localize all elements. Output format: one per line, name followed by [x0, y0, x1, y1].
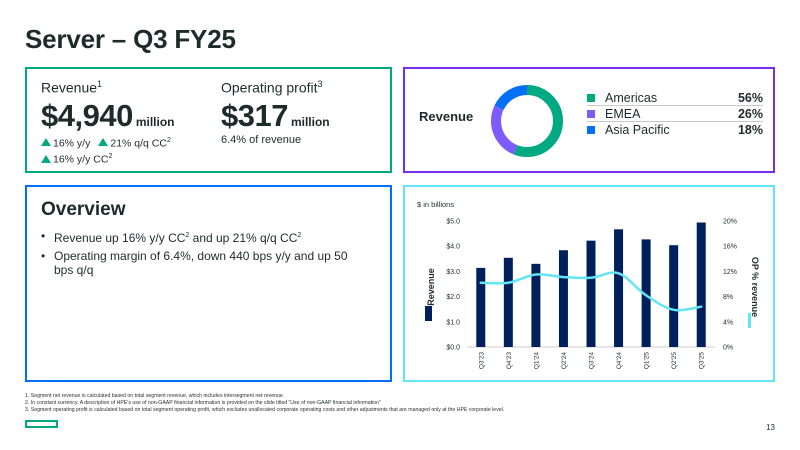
x-tick-label: Q3'23 [478, 352, 485, 370]
op-margin-line [479, 271, 703, 312]
legend-name: Asia Pacific [605, 123, 670, 137]
revenue-bar [558, 250, 568, 347]
legend-pct: 18% [737, 123, 763, 137]
x-tick-label: Q4'23 [506, 352, 513, 370]
up-triangle-icon [41, 154, 51, 163]
footnotes: 1. Segment net revenue is calculated bas… [25, 393, 504, 414]
x-tick-label: Q1'24 [533, 352, 540, 370]
op-profit-note: 6.4% of revenue [221, 133, 302, 146]
right-tick-label: 12% [723, 269, 737, 276]
left-tick-label: $3.0 [446, 269, 460, 276]
legend-row-emea: EMEA 26% [587, 107, 763, 122]
revenue-bar [614, 229, 624, 347]
financials-panel: Revenue1 $4,940 million 16% y/y 21% q/q CC… [25, 67, 392, 173]
revenue-op-combo-chart: $ in billions Revenue OP % revenue $0.0$… [417, 200, 760, 370]
overview-panel: Overview Revenue up 16% y/y CC2 and up 2… [25, 185, 392, 382]
right-axis-title: OP % revenue [750, 257, 760, 317]
donut-slice-emea [491, 85, 563, 157]
left-tick-label: $0.0 [446, 345, 460, 352]
legend-name: Americas [605, 91, 658, 105]
legend-pct: 26% [737, 107, 763, 121]
footnote-2: 2. In constant currency. A description o… [25, 400, 381, 406]
x-tick-label: Q4'24 [616, 352, 623, 370]
overview-title: Overview [41, 199, 126, 220]
left-tick-label: $5.0 [446, 219, 460, 226]
legend-name: EMEA [605, 107, 641, 121]
legend-swatch-emea [587, 110, 595, 118]
revenue-growth-line-1: 16% y/y 21% q/q CC2 [41, 134, 175, 151]
revenue-growth-line-2: 16% y/y CC2 [41, 150, 175, 167]
op-profit-label: Operating profit3 [221, 79, 323, 96]
left-axis-title: Revenue [426, 268, 436, 306]
left-tick-label: $2.0 [446, 294, 460, 301]
revenue-bar [586, 240, 596, 347]
revenue-block: Revenue1 $4,940 million 16% y/y 21% q/q CC… [41, 79, 175, 167]
up-triangle-icon [98, 138, 109, 147]
right-tick-label: 4% [723, 319, 733, 326]
overview-bullet: Operating margin of 6.4%, down 440 bps y… [41, 249, 361, 277]
revenue-op-chart-panel: $ in billions Revenue OP % revenue $0.0 $… [403, 185, 775, 382]
legend-row-americas: Americas 56% [587, 91, 763, 106]
right-tick-label: 20% [723, 219, 737, 226]
legend-swatch-americas [587, 94, 595, 102]
up-triangle-icon [41, 138, 51, 147]
revenue-bar [641, 239, 651, 347]
revenue-mix-legend: Americas 56% EMEA 26% Asia Pacific 18% [587, 91, 763, 139]
legend-pct: 56% [737, 91, 763, 105]
revenue-bar [503, 257, 513, 347]
revenue-label: Revenue1 [41, 79, 103, 96]
plot-area: $0.0 $1.0 $2.0 $3.0 $4.0 $5.0 0% 4% 8% 12% 16% 20% Q… [446, 219, 737, 370]
right-tick-label: 0% [723, 345, 733, 352]
legend-swatch-asia-pacific [587, 126, 595, 134]
revenue-bar [531, 263, 541, 347]
footnote-1: 1. Segment net revenue is calculated bas… [25, 393, 285, 399]
x-tick-label: Q2'25 [671, 352, 678, 370]
chart-unit-label: $ in billions [417, 200, 454, 209]
slide-title: Server – Q3 FY25 [25, 24, 236, 54]
x-tick-label: Q3'24 [589, 352, 596, 370]
legend-row-asia-pacific: Asia Pacific 18% [587, 123, 763, 138]
op-profit-value: $317 million [221, 97, 330, 133]
op-profit-block: Operating profit3 $317 million 6.4% of re… [221, 79, 330, 147]
page-number: 13 [766, 423, 775, 432]
x-tick-label: Q3'25 [699, 352, 706, 370]
revenue-bar [476, 267, 486, 347]
revenue-donut-chart [491, 85, 563, 157]
right-tick-label: 16% [723, 244, 737, 251]
left-tick-label: $1.0 [446, 319, 460, 326]
overview-bullet: Revenue up 16% y/y CC2 and up 21% q/q CC… [41, 229, 361, 245]
revenue-mix-label: Revenue [419, 109, 474, 124]
x-tick-label: Q2'24 [561, 352, 568, 370]
x-tick-label: Q1'25 [644, 352, 651, 370]
revenue-bar [696, 222, 706, 347]
revenue-value: $4,940 million [41, 97, 175, 133]
revenue-mix-panel: Revenue Americas 56% EMEA 26% Asia Pacif… [403, 67, 775, 173]
left-tick-label: $4.0 [446, 244, 460, 251]
right-tick-label: 8% [723, 294, 733, 301]
hpe-logo [25, 420, 58, 428]
overview-bullets: Revenue up 16% y/y CC2 and up 21% q/q CC… [41, 229, 361, 281]
footnote-3: 3. Segment operating profit is calculate… [25, 407, 505, 413]
revenue-bar [669, 245, 679, 347]
left-axis-legend-swatch [425, 306, 432, 321]
right-axis-legend-swatch [748, 313, 751, 328]
donut-slice-asia-pacific [491, 85, 563, 157]
